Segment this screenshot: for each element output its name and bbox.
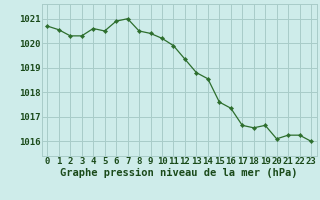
X-axis label: Graphe pression niveau de la mer (hPa): Graphe pression niveau de la mer (hPa): [60, 168, 298, 178]
